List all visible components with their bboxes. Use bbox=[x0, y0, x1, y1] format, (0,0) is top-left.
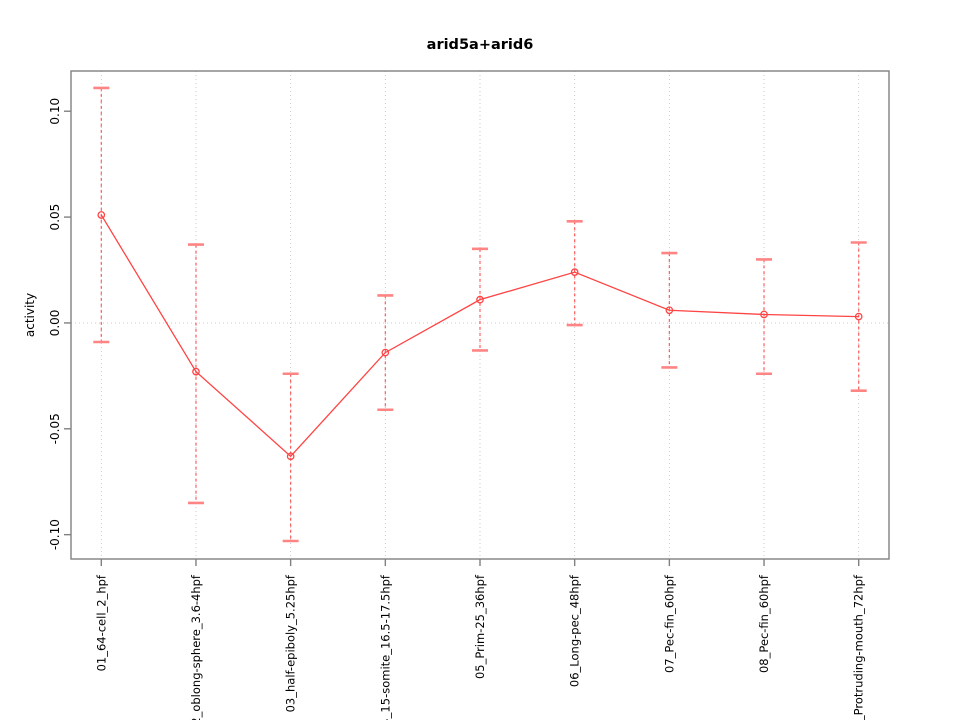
data-point bbox=[570, 268, 579, 276]
x-tick-label: 02_oblong-sphere_3.6-4hpf bbox=[189, 574, 203, 720]
data-point bbox=[760, 310, 768, 319]
y-tick-label: 0.05 bbox=[48, 204, 62, 231]
y-tick-label: 0.00 bbox=[48, 310, 62, 337]
data-point bbox=[192, 367, 200, 376]
data-point bbox=[381, 348, 390, 357]
y-axis-label: activity bbox=[23, 293, 37, 337]
data-point bbox=[665, 306, 674, 315]
series-line bbox=[100, 214, 859, 458]
data-point bbox=[97, 211, 106, 219]
x-tick-label: 07_Pec-fin_60hpf bbox=[662, 574, 676, 673]
x-tick-label: 03_half-epiboly_5.25hpf bbox=[284, 574, 298, 712]
x-tick-label: 08_Pec-fin_60hpf bbox=[757, 574, 771, 673]
data-point bbox=[854, 312, 863, 321]
chart-title: arid5a+arid6 bbox=[427, 37, 534, 53]
x-tick-label: 04_15-somite_16.5-17.5hpf bbox=[378, 574, 392, 720]
y-tick-label: -0.05 bbox=[48, 413, 62, 444]
x-tick-label: 06_Long-pec_48hpf bbox=[568, 574, 582, 687]
x-tick-label: 09_Protruding-mouth_72hpf bbox=[852, 574, 866, 720]
x-tick-label: 01_64-cell_2_hpf bbox=[94, 574, 108, 671]
x-tick-label: 05_Prim-25_36hpf bbox=[473, 574, 487, 679]
data-point bbox=[286, 452, 295, 461]
data-point bbox=[476, 295, 484, 304]
y-tick-label: 0.10 bbox=[48, 98, 62, 125]
y-tick-label: -0.10 bbox=[48, 519, 62, 550]
